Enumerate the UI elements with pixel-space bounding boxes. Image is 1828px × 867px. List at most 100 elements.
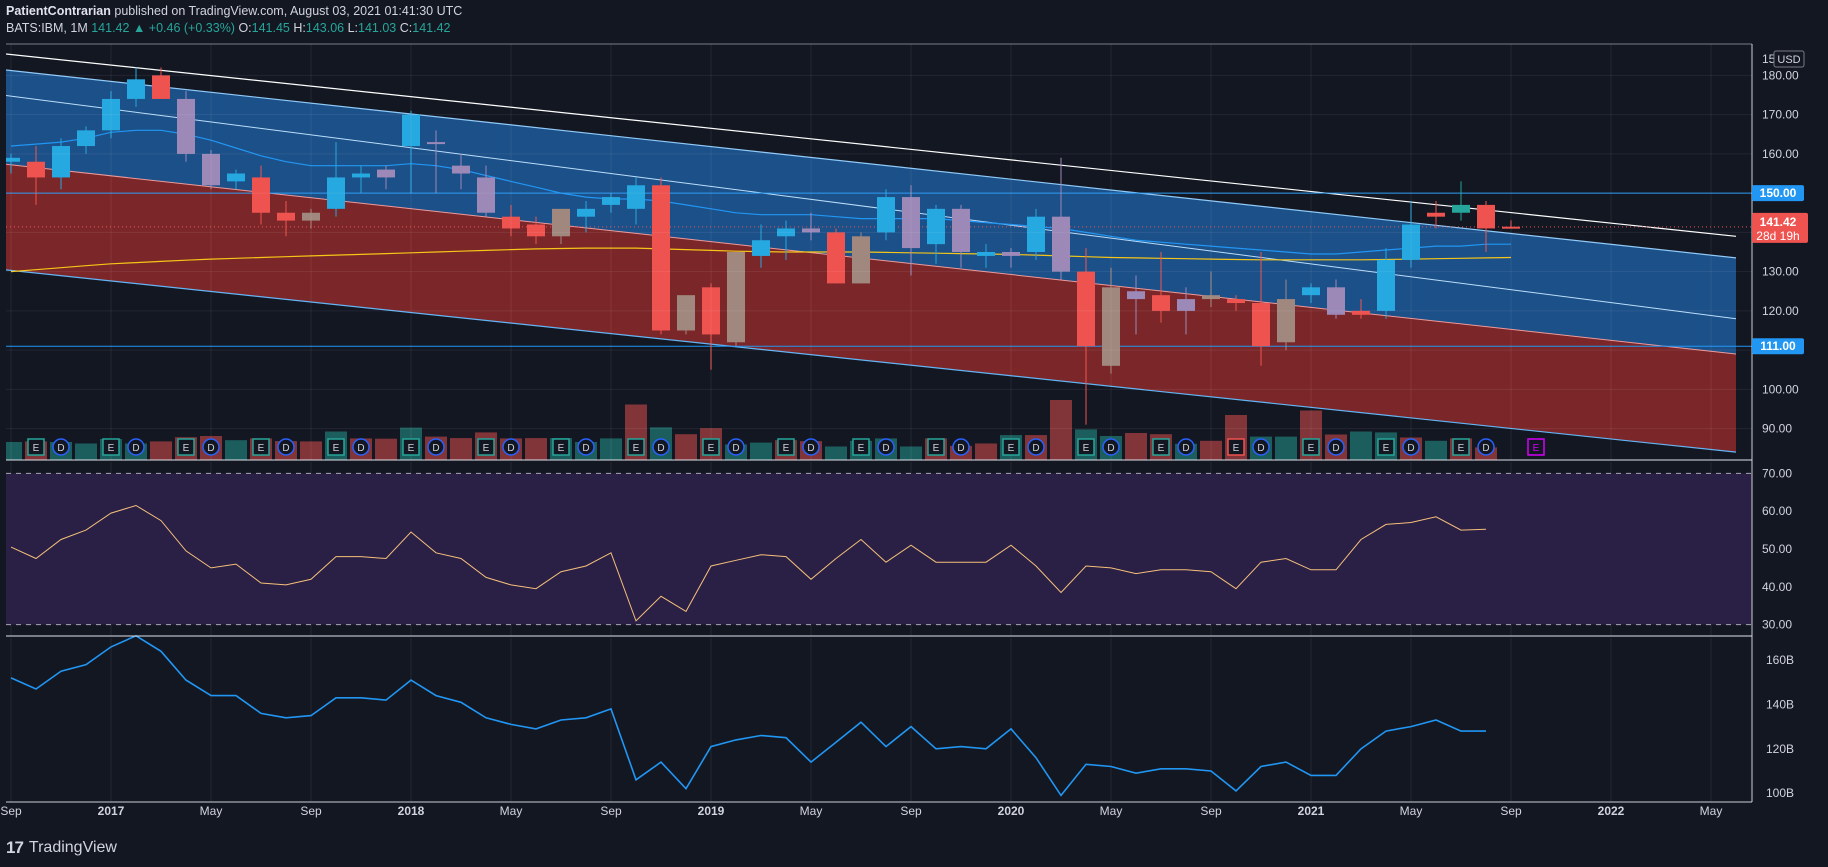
candle: [752, 224, 770, 268]
volume-bar: [300, 441, 322, 460]
candle: [802, 212, 820, 241]
volume-bar: [750, 442, 772, 460]
earnings-icon: [1302, 438, 1320, 456]
volume-bar: [225, 440, 247, 460]
candle: [77, 126, 95, 154]
earnings-icon: [1002, 438, 1020, 456]
candle: [277, 200, 295, 237]
earnings-letter: E: [1383, 443, 1390, 454]
earnings-icon: [1227, 438, 1245, 456]
candle-body: [752, 240, 770, 256]
dividend-icon: [1027, 438, 1045, 456]
earnings-icon: [402, 438, 420, 456]
publish-info: PatientContrarian published on TradingVi…: [6, 4, 462, 18]
earnings-letter: E: [858, 443, 865, 454]
candle: [927, 204, 945, 264]
symbol-label[interactable]: BATS:IBM, 1M: [6, 21, 88, 35]
candle-body: [877, 197, 895, 233]
level-price-tag: [1752, 185, 1804, 202]
candle-body: [1177, 299, 1195, 311]
published-text: published on TradingView.com, August 03,…: [114, 4, 463, 18]
earnings-icon: [552, 438, 570, 456]
dividend-letter: D: [132, 443, 139, 454]
candle-body: [1277, 299, 1295, 343]
candle: [1027, 208, 1045, 260]
dividend-icon: [802, 438, 820, 456]
earnings-icon: [927, 438, 945, 456]
dividend-letter: D: [1332, 443, 1339, 454]
earnings-letter: E: [1308, 443, 1315, 454]
candle-body: [252, 177, 270, 213]
candle-body: [627, 185, 645, 209]
obv-tick-label: 140B: [1766, 697, 1794, 711]
candle-body: [552, 208, 570, 237]
candle-body: [352, 173, 370, 178]
dividend-icon: [52, 438, 70, 456]
time-tick-label: May: [1400, 804, 1423, 818]
candle: [1452, 181, 1470, 221]
candle: [202, 149, 220, 190]
candle: [302, 208, 320, 229]
candle: [102, 91, 120, 139]
upper-channel-zone: [6, 70, 1736, 355]
candle: [552, 208, 570, 245]
tv-logo-mark-icon: 17: [6, 838, 24, 857]
candle-body: [727, 252, 745, 343]
publisher-name[interactable]: PatientContrarian: [6, 4, 111, 18]
candle-body: [227, 173, 245, 182]
dividend-letter: D: [57, 443, 64, 454]
candle-body: [277, 212, 295, 221]
candle: [827, 228, 845, 284]
dividend-icon: [1252, 438, 1270, 456]
low-label: L:: [347, 21, 359, 35]
tradingview-logo[interactable]: 17 TradingView: [6, 838, 117, 858]
volume-bar: [600, 438, 622, 460]
earnings-icon: [1077, 438, 1095, 456]
candle: [677, 295, 695, 335]
earnings-icon: [627, 438, 645, 456]
candle-body: [1077, 271, 1095, 347]
dividend-icon: [1402, 438, 1420, 456]
time-tick-label: May: [1700, 804, 1723, 818]
candle: [627, 177, 645, 225]
dividend-icon: [427, 438, 445, 456]
level-price-label: 150.00: [1760, 186, 1797, 200]
dividend-letter: D: [807, 443, 814, 454]
obv-tick-label: 120B: [1766, 742, 1794, 756]
candle-body: [952, 208, 970, 252]
price-tick-label: 170.00: [1762, 108, 1799, 122]
time-tick-label: May: [200, 804, 223, 818]
candle-body: [802, 228, 820, 233]
time-tick-label: 2019: [698, 804, 725, 818]
volume-bar: [675, 434, 697, 460]
dividend-letter: D: [357, 443, 364, 454]
high-label: H:: [293, 21, 306, 35]
low-value: 141.03: [358, 21, 397, 35]
dividend-icon: [277, 438, 295, 456]
candle-body: [927, 208, 945, 245]
volume-bar: [6, 442, 22, 460]
candle-body: [1202, 295, 1220, 300]
volume-bar: [375, 438, 397, 460]
candle: [1477, 200, 1495, 252]
candle: [1077, 248, 1095, 425]
price-tick-label: 160.00: [1762, 147, 1799, 161]
time-tick-label: 2020: [998, 804, 1025, 818]
candle-body: [577, 208, 595, 217]
candle: [1177, 287, 1195, 335]
time-tick-label: 2021: [1298, 804, 1325, 818]
candle: [977, 244, 995, 268]
candle: [1252, 252, 1270, 366]
candle-body: [1127, 291, 1145, 300]
candle: [727, 252, 745, 347]
earnings-icon: [477, 438, 495, 456]
time-tick-label: May: [800, 804, 823, 818]
earnings-letter: E: [258, 443, 265, 454]
candle: [27, 146, 45, 205]
dividend-letter: D: [732, 443, 739, 454]
earnings-icon: [1527, 438, 1545, 456]
earnings-letter: E: [933, 443, 940, 454]
level-price-label: 111.00: [1760, 339, 1796, 353]
rsi-tick-label: 60.00: [1762, 504, 1792, 518]
